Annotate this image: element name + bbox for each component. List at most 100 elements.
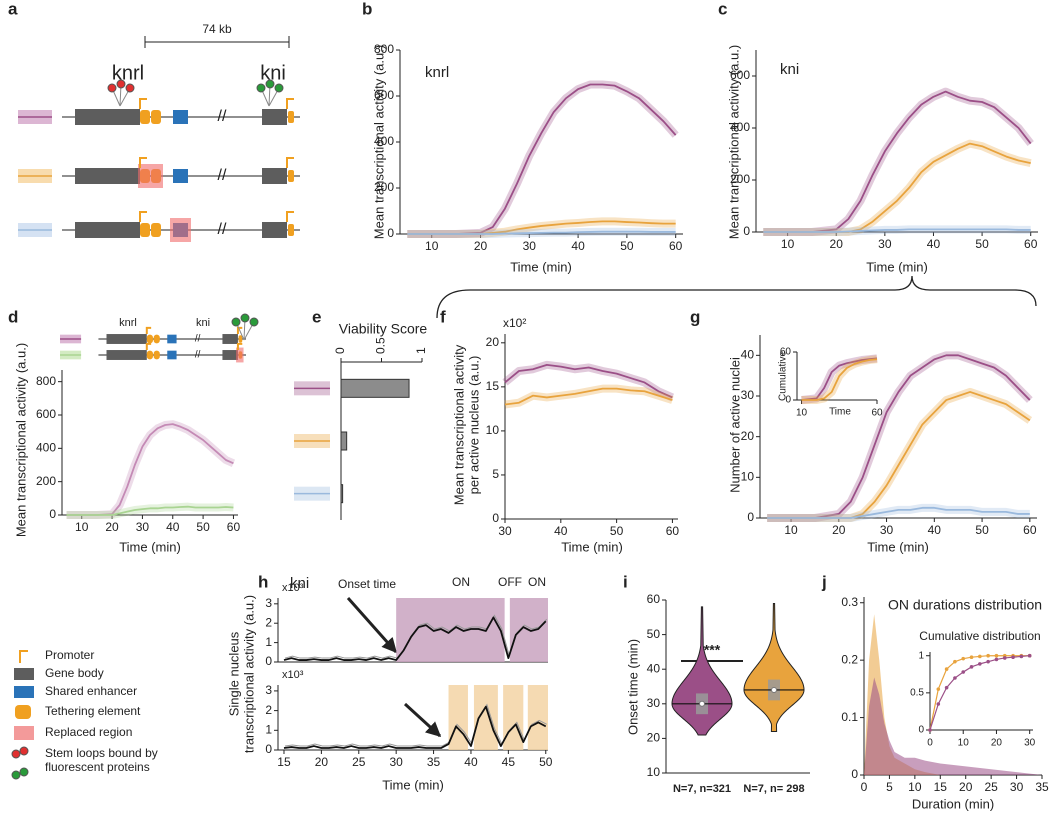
chart: 0 1 2 3 15 20 25 30 35 40 45 50 Time (min) x10³ (265, 669, 552, 793)
tether (151, 110, 161, 124)
point (1019, 654, 1024, 659)
y-tick-label: 60 (647, 592, 661, 606)
point (978, 662, 982, 666)
point (1002, 656, 1007, 660)
panel-label: c (718, 0, 727, 18)
y-tick-label: 200 (730, 172, 750, 186)
x-tick-label: 30 (136, 520, 150, 534)
y-tick-label: 3 (265, 596, 272, 610)
x-tick-label: 10 (784, 523, 798, 537)
y-tick-label: 20 (741, 429, 755, 443)
bar (340, 484, 344, 504)
line (801, 357, 878, 401)
legend-label: Tethering element (45, 704, 141, 718)
y-tick-label: 0 (747, 510, 754, 524)
break: // (195, 350, 201, 361)
y-tick-label: 600 (730, 68, 750, 82)
gene-body (222, 350, 238, 360)
promoter (236, 326, 243, 335)
legend-label: Shared enhancer (45, 684, 137, 698)
annotation: ON (452, 575, 470, 589)
y-axis-label: Mean transcriptional activity (a.u.) (726, 45, 741, 239)
chart: 0 1 2 3 Single nucleus transcriptional activi… (226, 575, 548, 753)
x-tick-label: 50 (975, 523, 989, 537)
line (407, 230, 676, 235)
x-tick-label: 40 (928, 523, 942, 537)
y-tick-label: 600 (374, 88, 394, 102)
point (1011, 655, 1015, 659)
tether (146, 350, 153, 360)
y-axis-label: Mean transcriptional activity (451, 344, 466, 505)
x-tick-label: 30 (1024, 738, 1036, 749)
line (929, 655, 1030, 731)
y-tick-label: 0 (387, 226, 394, 240)
annotation: kni (290, 575, 309, 592)
line (767, 506, 1030, 519)
y-tick-label: 1 (265, 722, 272, 736)
stem-loop (231, 317, 241, 327)
legend-label: Replaced region (45, 725, 132, 739)
arrow (346, 597, 398, 654)
area (864, 677, 1042, 775)
annotation: kni (196, 317, 210, 329)
icon (14, 686, 34, 698)
legend-label: fluorescent proteins (45, 760, 150, 774)
x-axis-label: Time (min) (382, 777, 444, 792)
replaced (138, 164, 163, 188)
y-tick-label: 60 (780, 347, 792, 358)
promoter (139, 157, 147, 168)
y-tick-label: 30 (741, 388, 755, 402)
point (969, 665, 974, 669)
annotation: x10³ (282, 582, 304, 594)
annotation: *** (704, 642, 721, 658)
tether (288, 224, 294, 236)
tether (288, 111, 294, 123)
promoter (286, 211, 294, 222)
y-tick-label: 0.5 (910, 687, 924, 698)
y-tick-label: 5 (492, 467, 499, 481)
x-tick-label: 10 (958, 738, 970, 749)
promoter (286, 157, 294, 168)
x-tick-label: 40 (927, 237, 941, 251)
x-tick-label: 0 (927, 738, 933, 749)
y-tick-label: 20 (486, 335, 500, 349)
line (504, 363, 673, 399)
panel-label: h (258, 572, 268, 591)
promoter (236, 342, 243, 351)
arrow (403, 702, 442, 738)
point (961, 656, 966, 661)
annotation: knrl (119, 317, 137, 329)
y-tick-label: 600 (36, 407, 56, 421)
y-tick-label: 200 (374, 180, 394, 194)
line (283, 705, 547, 749)
icon (14, 726, 34, 740)
annotation: OFF (498, 575, 522, 589)
x-tick-label: 20 (830, 237, 844, 251)
x-tick-label: 50 (975, 237, 989, 251)
line (66, 505, 234, 516)
x-tick-label: 10 (796, 408, 808, 419)
y-tick-label: 40 (647, 661, 661, 675)
legend: Promoter Gene body Shared enhancer Tetherin… (11, 648, 158, 780)
chart: 0 200 400 600 800 10 20 30 40 50 60 Mean transcript… (371, 42, 683, 274)
legend-label: Stem loops bound by (45, 746, 158, 760)
x-tick-label: 60 (227, 520, 241, 534)
y-tick-label: 30 (647, 696, 661, 710)
gene-label: knrl (112, 62, 144, 84)
tether (151, 223, 161, 237)
gene-body (222, 334, 238, 344)
x-tick-label: 35 (1035, 780, 1049, 794)
median-dot (699, 700, 705, 707)
point (944, 667, 949, 671)
y-tick-label: 10 (486, 423, 500, 437)
y-tick-label: 15 (486, 379, 500, 393)
x-tick-label: 25 (984, 780, 998, 794)
on-period (503, 685, 524, 750)
x-axis-label: Time (min) (866, 259, 928, 274)
point (944, 685, 949, 690)
panel-label: g (690, 307, 700, 326)
point (953, 659, 957, 664)
line (801, 358, 878, 401)
tether (238, 335, 243, 343)
